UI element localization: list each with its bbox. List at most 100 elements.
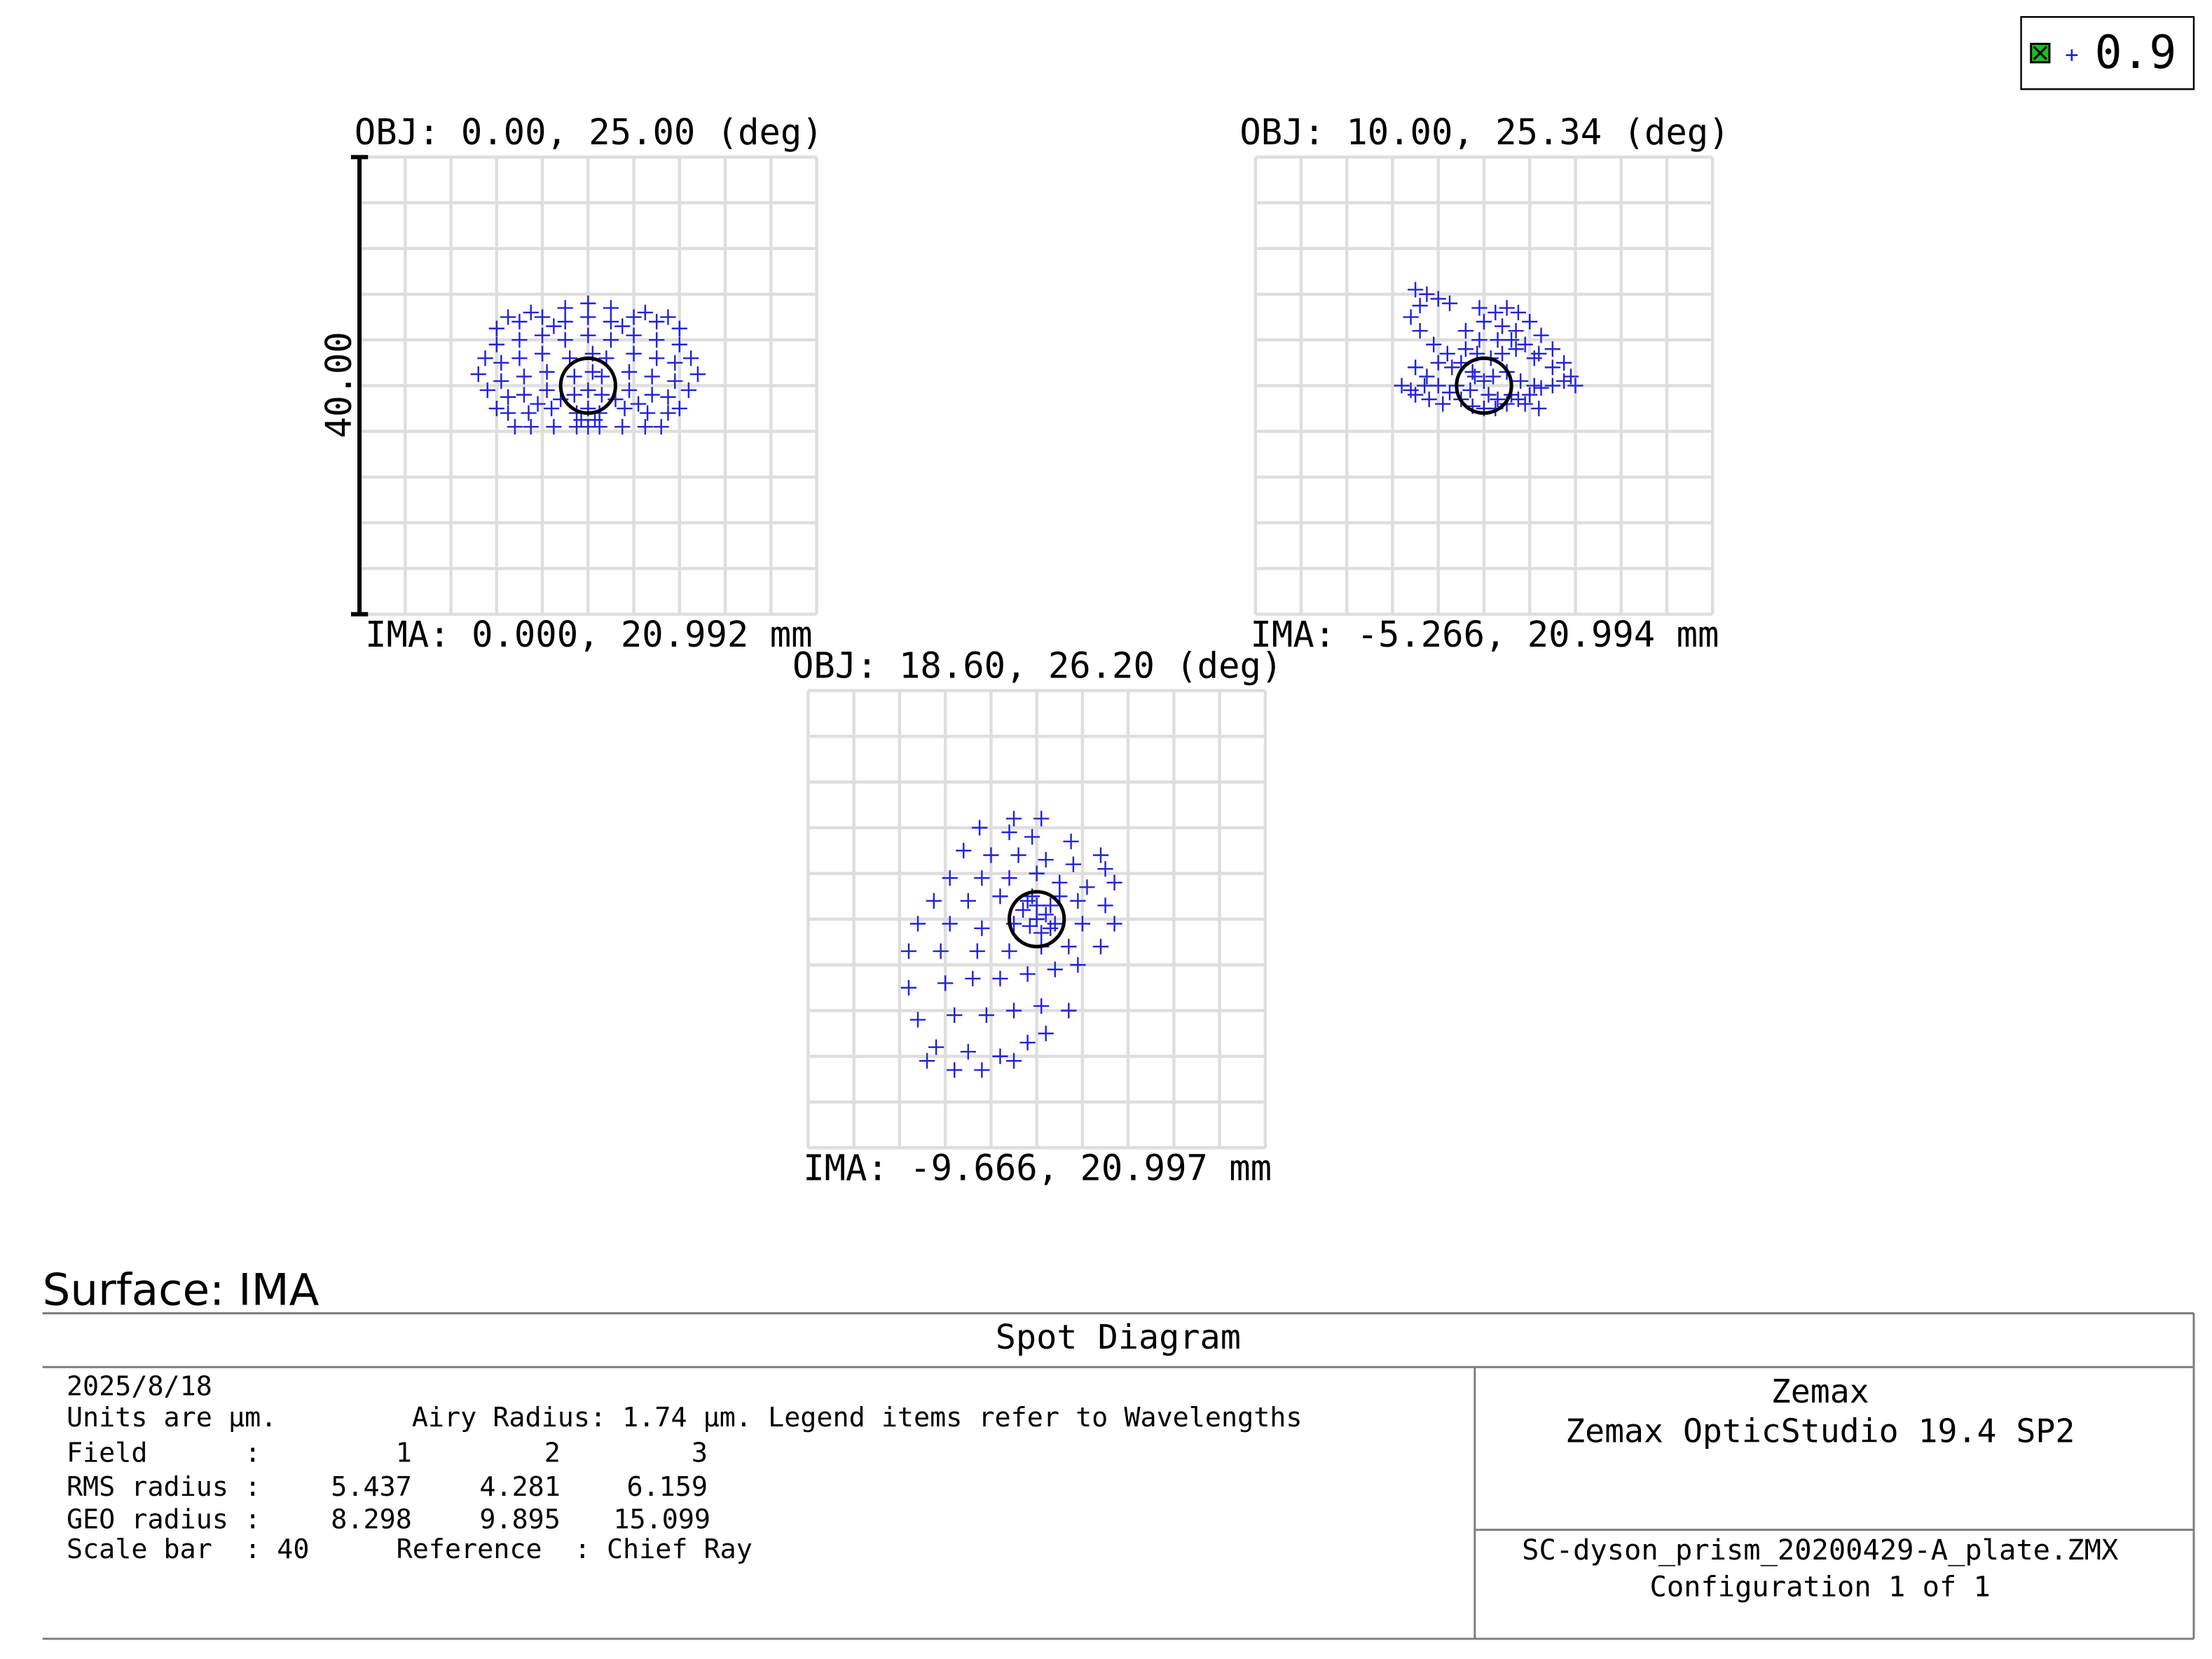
spot-point: [1517, 336, 1533, 352]
spot-point: [603, 300, 619, 316]
spot-point: [493, 373, 509, 390]
ima-label: IMA: -5.266, 20.994 mm: [1251, 614, 1719, 655]
spot-point: [1407, 282, 1424, 298]
spot-point: [1097, 861, 1113, 877]
spot-point: [511, 332, 528, 348]
check-mark-icon: [2033, 46, 2047, 60]
info-panel: Spot Diagram 2025/8/18 Units are µm. Air…: [42, 1312, 2195, 1640]
spot-point: [960, 1044, 976, 1060]
spot-point: [1029, 897, 1045, 914]
spot-point: [667, 354, 683, 371]
spot-point: [1033, 998, 1050, 1014]
spot-point: [566, 369, 582, 385]
spot-point: [1464, 364, 1481, 380]
spot-point: [1510, 391, 1527, 408]
spot-point: [1419, 369, 1435, 385]
airy-note-text: Airy Radius: 1.74 µm. Legend items refer…: [412, 1402, 1303, 1433]
spot-point: [1481, 387, 1497, 403]
spot-point: [593, 387, 610, 403]
spot-point: [614, 318, 631, 334]
spot-point: [1476, 373, 1492, 390]
spot-point: [1097, 897, 1113, 914]
units-text: Units are µm.: [67, 1402, 277, 1433]
spot-point: [603, 313, 619, 330]
airy-disk-circle: [1007, 890, 1066, 949]
spot-point: [1005, 1053, 1022, 1069]
spot-point: [974, 920, 990, 937]
scale-bar-label: 40.00: [318, 331, 359, 438]
spot-point: [644, 387, 660, 403]
spot-point: [1019, 1035, 1036, 1051]
spot-point: [1419, 286, 1435, 303]
spot-point: [1403, 309, 1419, 325]
spot-point: [1015, 902, 1031, 918]
spot-point: [637, 304, 653, 321]
spot-point: [947, 1007, 963, 1024]
spot-point: [1439, 345, 1455, 362]
spot-point: [680, 382, 696, 399]
spot-point: [660, 389, 676, 405]
spot-point: [1029, 865, 1045, 881]
geo-value-1: 8.298: [331, 1504, 412, 1536]
spot-point: [1504, 332, 1520, 348]
spot-point: [1001, 870, 1017, 886]
legend: + 0.9: [2020, 16, 2195, 90]
spot-point: [1079, 879, 1095, 895]
spot-point: [640, 405, 656, 421]
spot-point: [557, 313, 573, 330]
spot-point: [1471, 332, 1488, 348]
airy-disk-circle: [558, 356, 617, 415]
spot-point: [1441, 385, 1458, 401]
spot-point: [1430, 378, 1446, 394]
spot-point: [909, 1012, 926, 1028]
spot-point: [1038, 907, 1054, 923]
spot-point: [649, 350, 665, 366]
rms-value-1: 5.437: [331, 1471, 412, 1503]
spot-point: [926, 893, 942, 909]
spot-point: [1513, 373, 1529, 390]
spot-point: [1038, 1025, 1054, 1042]
spot-point: [500, 309, 516, 325]
geo-label: GEO radius :: [67, 1504, 261, 1536]
spot-point: [900, 943, 917, 959]
spot-point: [683, 350, 699, 366]
spot-point: [614, 419, 631, 435]
field-2: 2: [544, 1438, 561, 1469]
spot-point: [1412, 323, 1428, 339]
company-text: Zemax: [1771, 1372, 1869, 1410]
configuration-text: Configuration 1 of 1: [1650, 1570, 1991, 1604]
spot-point: [488, 336, 504, 352]
spot-point: [544, 400, 560, 417]
spot-point: [1010, 847, 1026, 863]
spot-point: [566, 387, 582, 403]
spot-point: [621, 364, 638, 380]
spot-point: [942, 916, 958, 932]
rms-value-3: 6.159: [626, 1471, 708, 1503]
spot-point: [1567, 378, 1584, 394]
spot-point: [1494, 345, 1511, 362]
spot-point: [626, 309, 642, 325]
spot-point: [586, 412, 603, 428]
spot-point: [937, 975, 954, 991]
spot-point: [1531, 345, 1547, 362]
ima-label: IMA: 0.000, 20.992 mm: [365, 614, 812, 655]
spot-panel-field-1: OBJ: 0.00, 25.00 (deg) IMA: 0.000, 20.99…: [355, 111, 823, 655]
surface-label: Surface: IMA: [43, 1264, 320, 1315]
spot-point: [1412, 298, 1428, 314]
spot-point: [1526, 378, 1542, 394]
spot-point: [992, 970, 1008, 986]
spot-point: [1092, 939, 1109, 955]
spot-point: [1457, 341, 1473, 357]
spot-point: [919, 1053, 935, 1069]
spot-point: [1490, 391, 1506, 408]
spot-point: [1426, 336, 1442, 352]
field-1: 1: [396, 1438, 412, 1469]
spot-point: [1033, 925, 1050, 941]
spot-point: [1001, 943, 1017, 959]
obj-label: OBJ: 0.00, 25.00 (deg): [355, 111, 823, 153]
spot-point: [580, 309, 596, 325]
spot-point: [507, 419, 523, 435]
spot-point: [1061, 939, 1077, 955]
spot-point: [521, 405, 537, 421]
